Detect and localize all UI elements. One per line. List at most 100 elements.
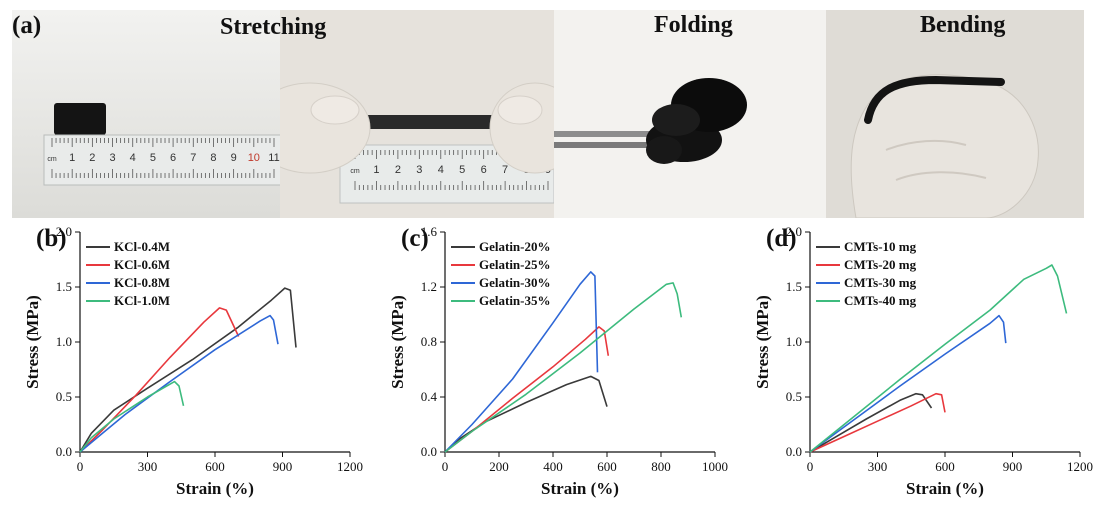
series-line (809, 264, 1068, 453)
y-tick-label: 0.0 (56, 444, 72, 459)
legend-label: KCl-0.8M (114, 275, 170, 290)
series-line (809, 392, 946, 453)
ruler-number: 9 (231, 152, 237, 164)
ruler-number: cm (350, 168, 360, 175)
folded-hydrogel (646, 78, 747, 164)
legend-label: KCl-1.0M (114, 293, 170, 308)
ruler-number: 5 (150, 152, 156, 164)
ruler-number: 1 (69, 152, 75, 164)
y-tick-label: 2.0 (786, 224, 802, 239)
series-line (809, 392, 933, 453)
ruler-numbers: cm 1 2 3 4 5 6 7 8 9 10 11 (47, 152, 279, 164)
ruler-number: 11 (268, 152, 279, 164)
series-line (79, 380, 185, 453)
ruler-number: cm (47, 156, 57, 163)
x-tick-label: 200 (489, 459, 509, 474)
ruler-number: 4 (130, 152, 136, 164)
legend-label: CMTs-30 mg (844, 275, 917, 290)
chart-c-svg: (c) 0 200 400 600 800 1000 0.0 0.4 0.8 1.2 1.6 Strai… (388, 224, 728, 498)
y-tick-label: 2.0 (56, 224, 72, 239)
legend-label: KCl-0.4M (114, 239, 170, 254)
legend-label: CMTs-20 mg (844, 257, 917, 272)
title-stretching: Stretching (220, 14, 327, 40)
y-axis-label: Stress (MPa) (753, 295, 772, 389)
ruler-ticks (51, 138, 275, 178)
x-tick-label: 400 (543, 459, 563, 474)
series-line (79, 314, 279, 453)
panel-label: (d) (766, 225, 797, 252)
ruler-number: 7 (190, 152, 196, 164)
x-axis-label: Strain (%) (541, 479, 619, 498)
y-tick-label: 0.4 (421, 389, 438, 404)
y-tick-label: 0.5 (56, 389, 72, 404)
panel-label: (c) (401, 225, 429, 252)
series-line (444, 375, 608, 453)
y-tick-label: 0.8 (421, 334, 437, 349)
x-tick-label: 600 (205, 459, 225, 474)
legend-label: Gelatin-30% (479, 275, 551, 290)
x-tick-label: 300 (868, 459, 888, 474)
ruler-number: 6 (481, 164, 487, 176)
x-tick-label: 900 (273, 459, 293, 474)
y-tick-label: 1.5 (786, 279, 802, 294)
panel-a-label: (a) (12, 12, 42, 39)
ruler-number: 8 (210, 152, 216, 164)
photo-ruler: cm 1 2 3 4 5 6 7 8 9 10 11 (12, 10, 280, 218)
chart-d-svg: (d) 0 300 600 900 1200 0.0 0.5 1.0 1.5 2.0 Strain (… (753, 224, 1093, 498)
x-tick-label: 1200 (1067, 459, 1093, 474)
series-line (444, 271, 599, 453)
chart-c: (c) 0 200 400 600 800 1000 0.0 0.4 0.8 1.2 1.6 Strai… (365, 222, 730, 511)
chart-b: (b) 0 300 600 900 1200 0.0 0.5 1.0 1.5 2.0 Strain (… (0, 222, 365, 511)
y-axis-label: Stress (MPa) (23, 295, 42, 389)
panel-label: (b) (36, 225, 67, 252)
ruler-number: 3 (416, 164, 422, 176)
legend-label: CMTs-40 mg (844, 293, 917, 308)
y-tick-label: 0.0 (421, 444, 437, 459)
ruler-number: 1 (373, 164, 379, 176)
x-tick-label: 600 (597, 459, 617, 474)
photo-bending (826, 10, 1084, 218)
legend-label: Gelatin-25% (479, 257, 551, 272)
y-tick-label: 1.6 (421, 224, 438, 239)
series-line (444, 282, 683, 453)
x-axis-label: Strain (%) (906, 479, 984, 498)
y-tick-label: 0.5 (786, 389, 802, 404)
legend-label: Gelatin-35% (479, 293, 551, 308)
y-tick-label: 1.0 (786, 334, 802, 349)
ruler-number: 4 (438, 164, 444, 176)
series-line (809, 314, 1007, 453)
chart-d: (d) 0 300 600 900 1200 0.0 0.5 1.0 1.5 2.0 Strain (… (730, 222, 1096, 511)
y-tick-label: 1.5 (56, 279, 72, 294)
x-tick-label: 0 (442, 459, 449, 474)
legend-label: KCl-0.6M (114, 257, 170, 272)
ruler-number: 7 (502, 164, 508, 176)
bent-hydrogel (864, 75, 1005, 124)
ruler-number: 2 (395, 164, 401, 176)
series-line (79, 287, 297, 453)
x-tick-label: 600 (935, 459, 955, 474)
x-tick-label: 300 (138, 459, 158, 474)
x-tick-label: 1200 (337, 459, 363, 474)
title-bending: Bending (920, 12, 1006, 38)
y-tick-label: 1.2 (421, 279, 437, 294)
hydrogel-sample (54, 103, 106, 135)
y-tick-label: 0.0 (786, 444, 802, 459)
legend-label: CMTs-10 mg (844, 239, 917, 254)
x-tick-label: 0 (807, 459, 814, 474)
y-axis-label: Stress (MPa) (388, 295, 407, 389)
ruler-number: 6 (170, 152, 176, 164)
legend-label: Gelatin-20% (479, 239, 551, 254)
x-axis-label: Strain (%) (176, 479, 254, 498)
x-tick-label: 900 (1003, 459, 1023, 474)
x-tick-label: 0 (77, 459, 84, 474)
ruler-number: 3 (109, 152, 115, 164)
ruler-number: 5 (459, 164, 465, 176)
ruler-number: 10 (248, 152, 260, 164)
chart-b-svg: (b) 0 300 600 900 1200 0.0 0.5 1.0 1.5 2.0 Strain (… (23, 224, 363, 498)
ruler (43, 134, 280, 186)
y-tick-label: 1.0 (56, 334, 72, 349)
ruler-number: 2 (89, 152, 95, 164)
x-tick-label: 800 (651, 459, 671, 474)
x-tick-label: 1000 (702, 459, 728, 474)
